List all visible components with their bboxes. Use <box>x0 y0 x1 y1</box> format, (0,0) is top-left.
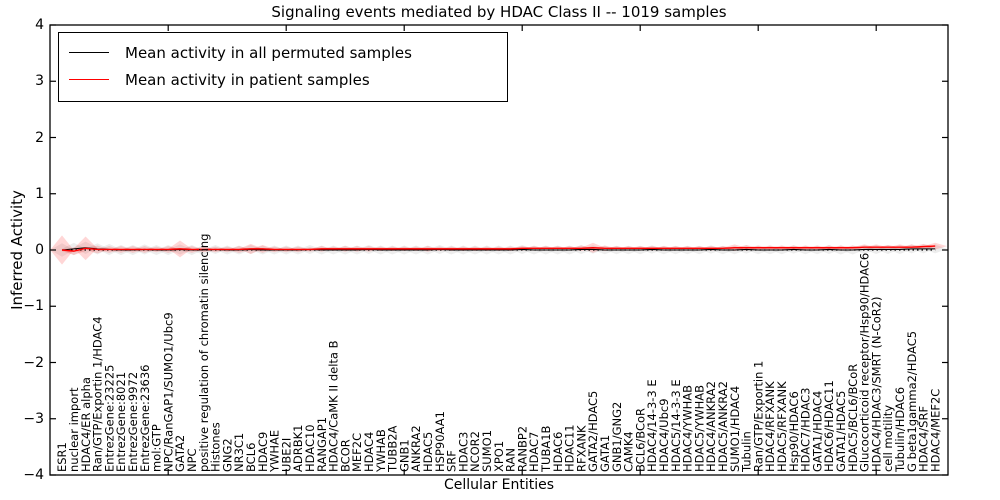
x-tick-label: ADRBK1 <box>291 425 305 472</box>
x-tick-label: GNG2 <box>220 438 234 472</box>
y-tick-label: 3 <box>35 73 44 90</box>
x-tick-label: Ran/GTP/Exportin 1/HDAC4 <box>91 316 105 472</box>
patient-mean-line <box>61 245 936 252</box>
x-tick-label: GNB1 <box>397 439 411 472</box>
x-tick-label: ANKRA2 <box>409 425 423 472</box>
x-tick-label: Tubulin/HDAC6 <box>893 387 907 473</box>
x-tick-label: HDAC5/YWHAB <box>692 385 706 472</box>
x-tick-label: HDAC5/BCL6/BCoR <box>846 364 860 472</box>
x-tick-label: GATA1 <box>598 435 612 472</box>
x-tick-label: CAMK4 <box>622 431 636 472</box>
x-tick-label: HDAC5/RFXANK <box>775 381 789 472</box>
x-tick-label: HDAC4/ER alpha <box>79 377 93 472</box>
x-tick-label: HDAC4/RFXANK <box>763 381 777 472</box>
x-tick-label: TUBA1B <box>539 425 553 473</box>
x-tick-label: Glucocorticoid receptor/Hsp90/HDAC6 <box>858 253 872 472</box>
y-tick-label: 2 <box>35 129 44 146</box>
y-tick-label: −3 <box>23 410 44 427</box>
x-tick-label: MEF2C <box>350 433 364 472</box>
x-tick-label: RANBP2 <box>515 426 529 472</box>
x-tick-label: UBE2I <box>279 438 293 472</box>
x-tick-label: RAN <box>504 448 518 472</box>
legend-item: Mean activity in patient samples <box>69 66 497 93</box>
x-tick-label: HDAC7 <box>527 432 541 472</box>
x-tick-label: RANGAP1 <box>315 417 329 472</box>
x-tick-label: GATA1/HDAC5 <box>834 391 848 472</box>
legend-line-sample <box>69 52 109 53</box>
x-tick-label: HDAC11 <box>563 424 577 472</box>
x-tick-label: GATA2 <box>173 435 187 472</box>
x-tick-label: HDAC9 <box>256 432 270 472</box>
x-tick-label: EntrezGene:23636 <box>138 365 152 472</box>
x-tick-label: Histones <box>209 422 223 472</box>
x-tick-label: BCL6/BCoR <box>633 408 647 472</box>
x-tick-label: BCL6 <box>244 443 258 472</box>
x-tick-label: HDAC3 <box>456 432 470 472</box>
x-tick-label: HDAC4/ANKRA2 <box>704 381 718 472</box>
x-tick-label: EntrezGene:23225 <box>102 365 116 472</box>
x-tick-label: HDAC4/SRF <box>917 406 931 472</box>
x-tick-label: HDAC5/ANKRA2 <box>716 381 730 472</box>
x-tick-label: NCOR2 <box>468 431 482 472</box>
x-tick-label: HDAC6 <box>551 432 565 472</box>
x-tick-label: HDAC4/14-3-3 E <box>645 379 659 472</box>
y-tick-label: −2 <box>23 354 44 371</box>
x-tick-label: HDAC6/HDAC11 <box>822 380 836 472</box>
x-tick-label: cell motility <box>881 405 895 472</box>
x-tick-label: GNB1/GNG2 <box>610 402 624 472</box>
x-tick-label: HSP90AA1 <box>433 411 447 472</box>
legend-label: Mean activity in all permuted samples <box>125 43 412 62</box>
x-axis-label: Cellular Entities <box>443 477 555 493</box>
x-tick-label: mol:GTP <box>150 424 164 472</box>
x-tick-label: G beta1gamma2/HDAC5 <box>905 331 919 472</box>
legend: Mean activity in all permuted samples Mea… <box>58 32 508 102</box>
x-tick-label: NPC/RanGAP1/SUMO1/Ubc9 <box>161 312 175 472</box>
y-tick-label: −1 <box>23 298 44 315</box>
x-tick-label: YWHAB <box>374 429 388 473</box>
x-tick-label: HDAC7/HDAC3 <box>799 388 813 473</box>
x-tick-label: YWHAE <box>268 430 282 473</box>
x-tick-label: positive regulation of chromatin silenci… <box>197 234 211 472</box>
y-tick-label: −4 <box>23 467 44 483</box>
x-tick-label: HDAC4/YWHAB <box>681 385 695 472</box>
y-tick-label: 0 <box>35 242 44 258</box>
y-tick-label: 1 <box>35 185 44 202</box>
x-tick-label: NR3C1 <box>232 433 246 472</box>
x-tick-label: HDAC4/HDAC3/SMRT (N-CoR2) <box>869 296 883 472</box>
x-tick-label: HDAC4/MEF2C <box>928 389 942 472</box>
x-tick-label: ESR1 <box>55 442 69 472</box>
x-tick-label: HDAC5/14-3-3 E <box>669 379 683 472</box>
x-tick-label: HDAC4 <box>362 432 376 472</box>
chart-title: Signaling events mediated by HDAC Class … <box>271 3 727 21</box>
x-tick-label: Tubulin <box>740 431 754 473</box>
x-tick-label: nuclear import <box>67 387 81 472</box>
x-tick-label: HDAC10 <box>303 424 317 472</box>
x-tick-label: SUMO1 <box>480 430 494 472</box>
legend-label: Mean activity in patient samples <box>125 70 370 89</box>
x-tick-label: BCOR <box>338 439 352 472</box>
x-tick-label: HDAC4/CaMK II delta B <box>327 340 341 472</box>
x-tick-label: HDAC4/Ubc9 <box>657 398 671 472</box>
x-tick-label: EntrezGene:9972 <box>126 372 140 472</box>
x-tick-label: EntrezGene:8021 <box>114 372 128 472</box>
x-tick-label: NPC <box>185 448 199 472</box>
x-tick-label: GATA1/HDAC4 <box>810 391 824 472</box>
x-tick-label: SRF <box>445 450 459 472</box>
x-tick-label: RFXANK <box>574 425 588 472</box>
x-tick-label: XPO1 <box>492 441 506 472</box>
legend-item: Mean activity in all permuted samples <box>69 39 497 66</box>
x-tick-label: Ran/GTP/Exportin 1 <box>751 361 765 472</box>
y-tick-label: 4 <box>35 17 44 33</box>
x-tick-label: SUMO1/HDAC4 <box>728 386 742 472</box>
x-tick-label: Hsp90/HDAC6 <box>787 391 801 472</box>
x-tick-label: HDAC5 <box>421 432 435 472</box>
x-tick-label: GATA2/HDAC5 <box>586 391 600 472</box>
legend-line-sample <box>69 79 109 80</box>
x-tick-label: TUBB2A <box>386 425 400 473</box>
